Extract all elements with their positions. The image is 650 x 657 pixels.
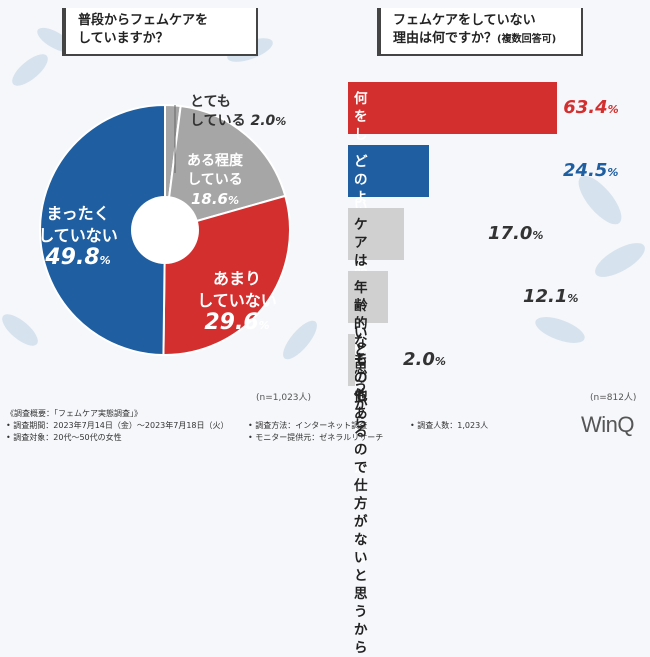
bar-value-number: 2.0 [403,349,435,370]
pie-label-very-l2: している [190,113,246,129]
bar-value-unit: % [434,355,446,368]
bar [348,334,355,386]
pie-label-somewhat: ある程度 している 18.6% [170,152,260,210]
pie-label-notmuch-l1: あまり [212,269,261,288]
pie-label-notatall-pct: 49.8 [45,245,100,270]
pie-unit: % [227,194,240,207]
right-title: フェムケアをしていない 理由は何ですか？(複数回答可) [377,8,583,56]
pie-label-somewhat-l2: している [187,172,243,188]
pie-label-very-l1: とても [190,94,231,110]
pie-label-notmuch-l2: していない [197,291,277,310]
bar [348,208,405,260]
bar-value: 17.0% [488,223,543,244]
pie-label-notatall-l1: まったく [46,204,110,223]
bar-value: 63.4% [563,97,618,118]
bar-label-line1: その他 [354,352,368,404]
pie-hole [131,196,199,264]
pie-unit: % [275,115,287,128]
bar-value-unit: % [532,229,544,242]
bar-value: 2.0% [403,349,446,370]
bar-value-number: 63.4 [563,97,608,118]
bar [348,271,388,323]
bar [348,145,429,197]
pie-label-notmuch-pct: 29.6 [204,310,259,335]
bar-value-unit: % [607,103,619,116]
bar-label-line2: 思うから [354,361,368,431]
pie-unit: % [258,319,270,332]
pie-label-notmuch: あまり していない 29.6% [192,268,282,337]
pie-label-notatall-l2: していない [38,226,118,245]
bar-label-line2: 仕方がないと思うから [354,478,368,656]
footer-provider: • モニター提供元：ゼネラルリサーチ [248,433,384,442]
bar-value-unit: % [567,292,579,305]
pie-label-somewhat-pct: 18.6 [190,190,228,208]
bar-value-number: 17.0 [488,223,533,244]
bar-value-number: 12.1 [523,286,568,307]
pie-unit: % [99,254,111,267]
pie-chart [39,103,291,357]
footer-method: • 調査方法：インターネット調査 [248,421,368,430]
footer-target: • 調査対象：20代～50代の女性 [6,433,122,442]
pie-label-somewhat-l1: ある程度 [187,153,243,169]
bar-value: 12.1% [523,286,578,307]
bar-value: 24.5% [563,160,618,181]
left-title-line1: 普段からフェムケアを [78,13,209,28]
pie-label-notatall: まったく していない 49.8% [24,203,132,272]
footer-count: • 調査人数：1,023人 [410,421,489,430]
pie-label-very-pct: 2.0 [250,113,276,129]
n-right: (n=812人) [590,393,637,403]
footer-period: • 調査期間：2023年7月14日（金）～2023年7月18日（火） [6,421,229,430]
right-title-line1: フェムケアをしていない [393,13,536,28]
right-title-note: (複数回答可) [497,34,557,45]
bar [348,82,558,134]
bar-value-unit: % [607,166,619,179]
pie-slice-somewhat [163,104,287,232]
footer-heading: 《調査概要：「フェムケア実態調査」》 [6,409,142,418]
left-title: 普段からフェムケアを していますか？ [62,8,258,56]
pie-label-very: とても している 2.0% [190,93,286,131]
left-title-line2: していますか？ [78,31,169,46]
right-title-line2: 理由は何ですか？ [393,31,498,46]
bar-label: 年齢的なものもあるので 仕方がないと思うから [354,279,368,657]
pie-slice-notatall [39,103,166,357]
n-left: (n=1,023人) [256,393,312,403]
bar-label: その他 [354,351,368,405]
bar-value-number: 24.5 [563,160,608,181]
winq-logo: WinQ [581,412,635,437]
